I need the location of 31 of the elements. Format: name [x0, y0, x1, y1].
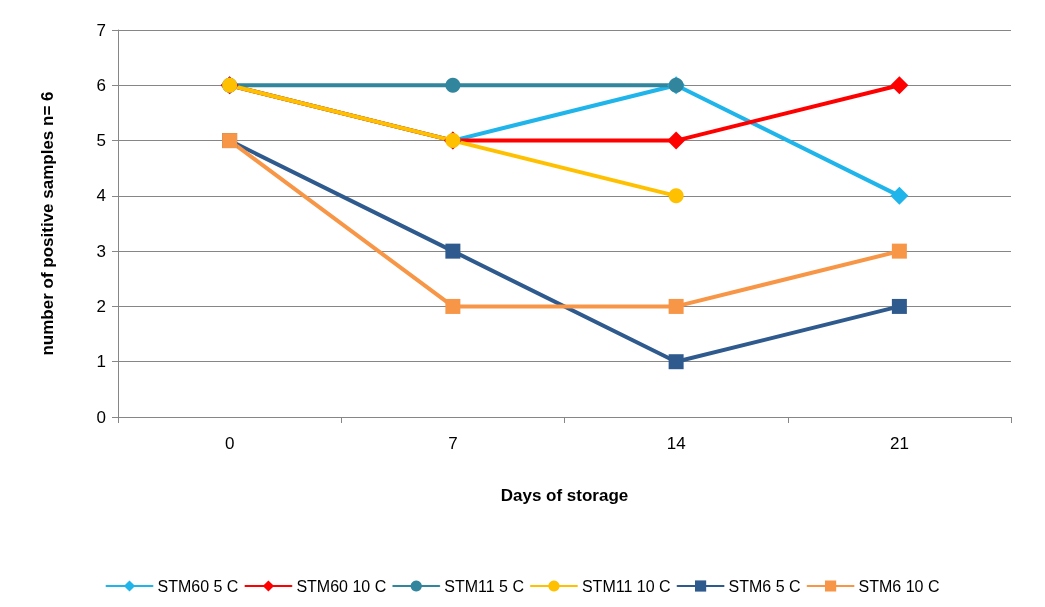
legend-label: STM11 5 C — [444, 577, 524, 595]
point — [445, 298, 461, 314]
x-axis-title: Days of storage — [500, 486, 629, 505]
point — [667, 131, 686, 150]
y-tick-label: 6 — [96, 75, 106, 95]
y-tick-label: 0 — [96, 407, 106, 427]
point — [668, 298, 684, 314]
y-tick-label: 2 — [96, 296, 106, 316]
x-tick-label: 0 — [224, 434, 235, 453]
x-tick-label: 21 — [889, 434, 909, 453]
legend-label: STM6 10 C — [858, 577, 940, 595]
point — [891, 298, 907, 314]
point — [668, 354, 684, 370]
legend-label: STM60 10 C — [296, 577, 387, 595]
y-tick-label: 3 — [96, 241, 106, 261]
point — [445, 77, 461, 93]
legend-label: STM6 5 C — [728, 577, 801, 595]
y-tick-label: 1 — [96, 352, 106, 372]
point — [668, 188, 684, 204]
y-tick-label: 7 — [96, 20, 106, 40]
y-tick-label: 5 — [96, 131, 106, 151]
legend-label: STM60 5 C — [157, 577, 239, 595]
x-tick-label: 14 — [666, 434, 686, 453]
legend-label: STM11 10 C — [581, 577, 671, 595]
point — [890, 186, 909, 205]
y-axis-title: number of positive samples n= 6 — [38, 91, 57, 356]
point — [890, 76, 909, 95]
point — [891, 243, 907, 259]
x-tick-label: 7 — [448, 434, 458, 453]
y-tick-label: 4 — [96, 186, 106, 206]
point — [445, 243, 461, 259]
